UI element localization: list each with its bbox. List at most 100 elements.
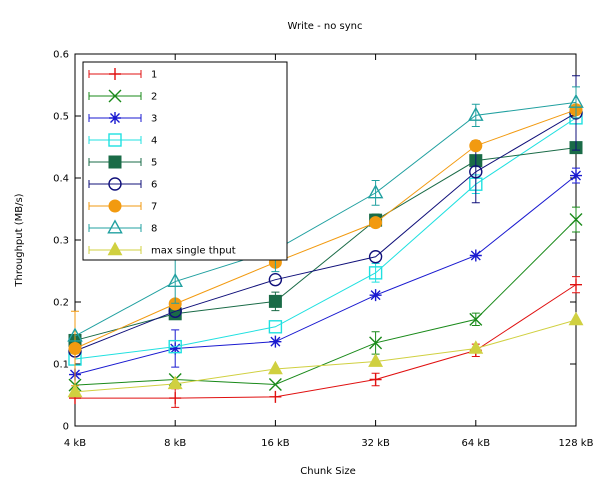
data-point [469,165,483,179]
x-tick-label: 4 kB [64,438,86,449]
legend-errbar [88,180,142,188]
legend-label: 1 [151,70,157,81]
data-point [468,340,484,354]
data-point [368,353,384,367]
series-line [74,175,577,376]
series-line [74,219,577,386]
series-9 [67,311,584,398]
y-tick-label: 0 [63,422,69,433]
data-point [369,373,382,386]
data-point [369,336,383,350]
legend-item-6: 6 [88,177,157,191]
legend-item-5: 5 [88,155,157,169]
x-tick-label: 128 kB [559,438,594,449]
data-point [169,392,182,405]
data-point [167,375,183,390]
data-point [568,311,584,326]
data-point [369,289,382,302]
error-bar [371,179,380,206]
x-tick-label: 16 kB [261,438,290,449]
y-tick-label: 0.5 [53,112,69,123]
legend-errbar [88,246,142,254]
data-point [68,342,82,355]
series-line [75,284,577,399]
error-bar [171,259,180,304]
legend-errbar [88,92,142,100]
legend-marker [109,112,121,124]
x-axis-label: Chunk Size [300,466,356,477]
data-point [367,184,384,199]
legend-item-9: max single thput [88,241,236,257]
data-point [67,383,83,398]
legend-marker [108,133,122,147]
y-tick-label: 0.1 [53,360,69,371]
legend-errbar [88,224,142,232]
data-point [469,312,483,326]
legend-errbar [88,136,142,144]
legend-marker [109,68,121,80]
legend-label: 3 [151,114,157,125]
series-line [74,109,577,349]
legend-marker [107,241,123,256]
x-tick-label: 8 kB [164,438,186,449]
legend-label: 5 [151,158,157,169]
data-point [368,266,383,280]
data-point [469,249,482,262]
legend-label: 6 [151,180,157,191]
data-point [169,342,182,355]
error-bar [572,86,580,119]
legend-marker [108,155,122,169]
series-line [74,101,577,337]
data-point [267,360,283,375]
data-point [67,327,83,342]
legend-item-8: 8 [88,219,157,235]
data-point [570,169,582,182]
legend-errbar [88,158,142,166]
data-point [468,106,484,121]
series-1 [69,276,582,408]
legend-item-4: 4 [88,133,157,147]
y-tick-label: 0.6 [53,50,69,61]
series-line [74,112,577,352]
series-3 [69,167,582,381]
legend-label: 2 [151,92,157,103]
legend-label: 4 [151,136,157,147]
legend-marker [107,219,123,234]
chart-title: Write - no sync [288,21,363,32]
legend-errbar [88,114,142,122]
legend-marker [108,199,122,213]
y-axis-label: Throughput (MB/s) [14,193,25,287]
series-line [74,319,577,393]
data-point [269,335,282,348]
data-point [569,213,583,227]
series-line [74,117,577,360]
data-point [167,272,183,288]
data-point [570,278,582,291]
legend-marker [108,177,122,191]
y-tick-label: 0.4 [53,174,69,185]
data-point [369,216,383,230]
data-point [568,93,584,108]
y-tick-label: 0.2 [53,298,69,309]
data-point [269,390,282,403]
legend-item-2: 2 [88,89,157,103]
legend-marker [108,89,122,103]
legend-item-7: 7 [88,199,157,213]
legend: 1 2 3 4 5 6 7 8 max single thput [82,61,288,261]
legend-label: 7 [151,202,157,213]
x-tick-label: 64 kB [462,438,491,449]
data-point [469,139,483,153]
data-point [268,294,282,308]
x-tick-label: 32 kB [361,438,390,449]
legend-errbar [88,202,142,210]
data-point [168,339,182,354]
axes: 0 0.1 0.2 0.3 0.4 0.5 0.6 4 kB 8 kB 16 kB 32 kB 64 … [53,50,594,450]
data-point [268,272,283,287]
legend-errbar [88,70,142,78]
legend-item-3: 3 [88,112,157,125]
legend-label: max single thput [151,246,236,257]
legend-item-1: 1 [88,68,157,81]
y-tick-label: 0.3 [53,236,69,247]
legend-label: 8 [151,224,157,235]
